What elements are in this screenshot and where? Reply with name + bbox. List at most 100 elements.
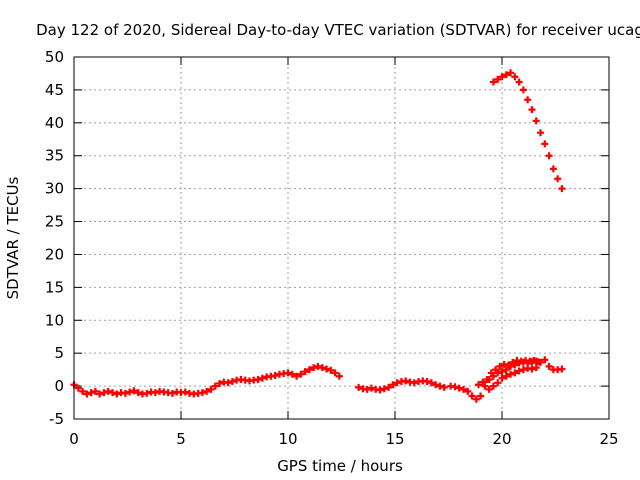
data-point (271, 372, 279, 380)
data-point (504, 361, 512, 369)
data-point (528, 365, 536, 373)
y-tick-label: 15 (45, 278, 64, 296)
data-point (502, 366, 510, 374)
x-axis-label: GPS time / hours (277, 457, 403, 475)
data-point (494, 75, 502, 83)
series-low-band (70, 356, 566, 403)
data-point (532, 117, 540, 125)
data-point (168, 389, 176, 397)
data-point (74, 384, 82, 392)
y-tick-label: 50 (45, 48, 64, 66)
data-point (455, 384, 463, 392)
x-axis-ticks: 0 5 10 15 20 25 (69, 57, 619, 448)
data-point (198, 389, 206, 397)
data-point (228, 377, 236, 385)
y-tick-label: 40 (45, 114, 64, 132)
data-point (483, 376, 491, 384)
data-point (507, 370, 515, 378)
data-point (126, 388, 134, 396)
data-point (367, 384, 375, 392)
data-point (104, 387, 112, 395)
y-tick-label: 10 (45, 311, 64, 329)
data-point (355, 383, 363, 391)
x-tick-label: 0 (69, 430, 79, 448)
data-point (331, 369, 339, 377)
data-point (284, 369, 292, 377)
data-point (305, 366, 313, 374)
data-point (393, 379, 401, 387)
data-point (554, 175, 562, 183)
data-point (297, 370, 305, 378)
data-point (113, 390, 121, 398)
series-high-arc (489, 69, 566, 193)
y-tick-label: 30 (45, 180, 64, 198)
data-point (207, 385, 215, 393)
data-point (468, 392, 476, 400)
data-point (100, 389, 108, 397)
data-point (502, 71, 510, 79)
plot-frame (73, 56, 610, 420)
data-point (474, 381, 482, 389)
data-point (502, 372, 510, 380)
data-point (389, 381, 397, 389)
data-point (485, 385, 493, 393)
data-point (327, 366, 335, 374)
y-tick-label: 45 (45, 81, 64, 99)
data-point (498, 374, 506, 382)
data-point (489, 382, 497, 390)
data-point (479, 378, 487, 386)
data-point (511, 369, 519, 377)
data-point (530, 356, 538, 364)
data-point (515, 78, 523, 86)
data-point (481, 382, 489, 390)
data-point (436, 382, 444, 390)
y-tick-label: -5 (49, 410, 64, 428)
data-point (323, 365, 331, 373)
x-tick-label: 25 (599, 430, 618, 448)
data-point (301, 368, 309, 376)
data-point (477, 392, 485, 400)
data-point (537, 129, 545, 137)
data-point (79, 387, 87, 395)
data-point (216, 379, 224, 387)
data-point (143, 389, 151, 397)
data-point (464, 387, 472, 395)
data-point (558, 185, 566, 193)
y-axis-ticks: -5 0 5 10 15 20 25 30 35 40 45 50 (45, 48, 609, 428)
y-tick-label: 0 (54, 377, 64, 395)
data-point (519, 86, 527, 94)
data-point (494, 379, 502, 387)
data-point (385, 383, 393, 391)
data-point (532, 364, 540, 372)
data-point (528, 106, 536, 114)
data-point (545, 362, 553, 370)
data-point (509, 358, 517, 366)
chart-title: Day 122 of 2020, Sidereal Day-to-day VTE… (36, 21, 640, 39)
data-point (380, 385, 388, 393)
data-point (87, 389, 95, 397)
data-point (203, 387, 211, 395)
data-point (363, 385, 371, 393)
y-tick-label: 5 (54, 344, 64, 362)
x-tick-label: 15 (385, 430, 404, 448)
data-point (496, 362, 504, 370)
data-point (402, 377, 410, 385)
data-point (492, 366, 500, 374)
data-point (134, 389, 142, 397)
data-point (121, 389, 129, 397)
data-point (83, 390, 91, 398)
data-point (519, 366, 527, 374)
data-point (410, 379, 418, 387)
data-point (318, 364, 326, 372)
data-point (498, 73, 506, 81)
data-point (459, 385, 467, 393)
data-point (541, 140, 549, 148)
data-point (335, 372, 343, 380)
data-point (130, 387, 138, 395)
data-point (498, 368, 506, 376)
data-point (310, 364, 318, 372)
data-point (181, 388, 189, 396)
data-point (376, 386, 384, 394)
x-tick-label: 20 (492, 430, 511, 448)
